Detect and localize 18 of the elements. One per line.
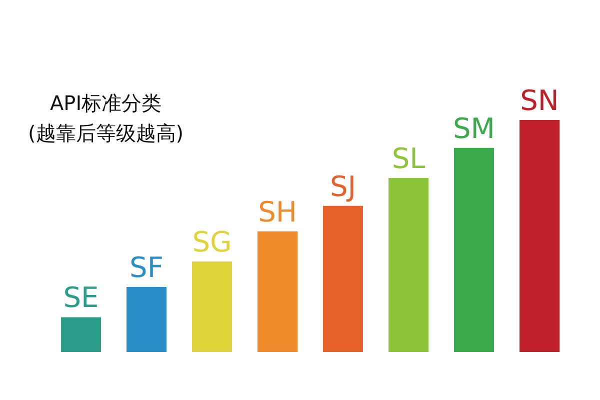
x-tick-label: SE [63, 281, 99, 314]
x-tick-label: SM [453, 112, 495, 145]
x-tick-label: SF [130, 251, 164, 284]
bar [192, 262, 232, 352]
bar [61, 317, 101, 352]
chart-subtitle: (越靠后等级越高) [28, 120, 184, 147]
x-tick-label: SJ [330, 170, 356, 203]
bar [454, 148, 494, 352]
x-tick-label: SG [192, 226, 232, 259]
bar [126, 287, 166, 352]
x-tick-label: SN [520, 84, 559, 117]
x-tick-label: SL [392, 142, 426, 175]
chart-title: API标准分类 [48, 90, 163, 117]
x-tick-label: SH [258, 195, 297, 228]
bar [323, 206, 363, 352]
bar [258, 231, 298, 352]
bar [520, 120, 560, 352]
bar [388, 178, 428, 352]
